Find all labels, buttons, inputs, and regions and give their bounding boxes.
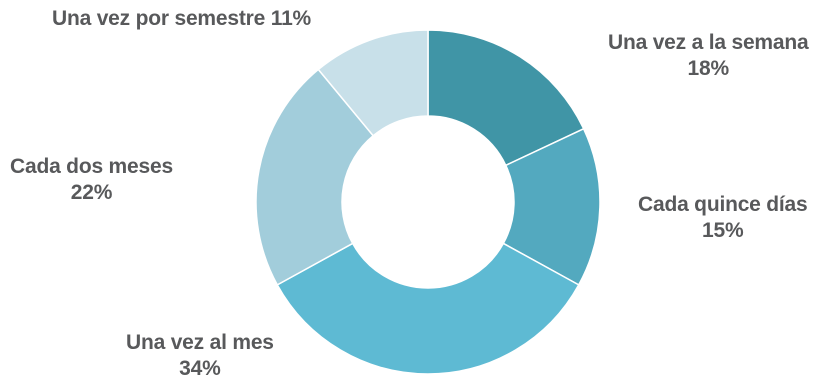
slice-label-semester: Una vez por semestre 11% <box>52 6 311 32</box>
slice-label-biweekly-category: Cada quince días <box>638 193 808 216</box>
donut-slice-weekly <box>427 29 585 167</box>
slice-label-monthly-category: Una vez al mes <box>126 331 274 354</box>
donut-slice-monthly <box>276 242 580 375</box>
slice-label-weekly: Una vez a la semana 18% <box>608 30 809 82</box>
slice-label-monthly-value: 34% <box>179 357 221 380</box>
slice-label-bimonthly-value: 22% <box>70 181 113 204</box>
donut-slice-bimonthly <box>255 68 375 286</box>
slice-label-semester-value: 11% <box>270 7 312 30</box>
slice-label-bimonthly: Cada dos meses 22% <box>10 154 173 206</box>
slice-label-semester-category: Una vez por semestre <box>52 7 266 30</box>
donut-slice-semester <box>317 29 429 137</box>
slice-label-bimonthly-category: Cada dos meses <box>10 155 173 178</box>
slice-label-weekly-value: 18% <box>687 57 730 80</box>
slice-label-monthly: Una vez al mes 34% <box>126 330 274 382</box>
slice-label-weekly-category: Una vez a la semana <box>608 31 809 54</box>
slice-label-biweekly-value: 15% <box>702 219 744 242</box>
slice-label-biweekly: Cada quince días 15% <box>638 192 808 244</box>
